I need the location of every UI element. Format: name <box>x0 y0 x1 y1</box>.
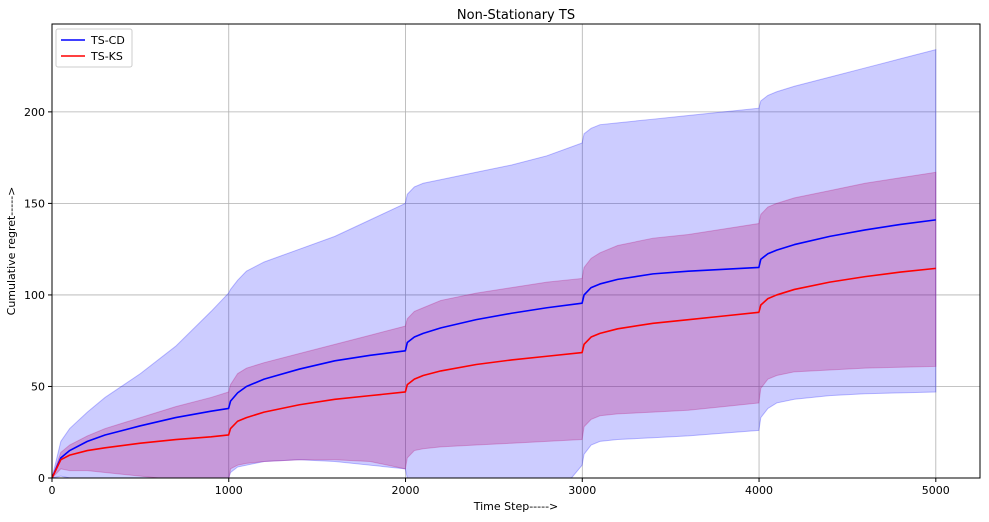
x-tick-label: 1000 <box>215 484 243 497</box>
ts-ks-confidence-band <box>52 171 937 478</box>
y-tick-label: 200 <box>24 106 45 119</box>
x-tick-label: 4000 <box>745 484 773 497</box>
legend-box <box>55 28 133 68</box>
y-tick-label: 100 <box>24 289 45 302</box>
x-axis-ticks: 0 1000 2000 3000 4000 5000 <box>49 478 950 497</box>
ts-cd-line <box>52 219 936 478</box>
series-lines <box>52 219 936 478</box>
y-axis-ticks: 0 50 100 150 200 <box>24 106 52 485</box>
y-tick-label: 150 <box>24 197 45 210</box>
y-tick-label: 50 <box>31 380 45 393</box>
y-tick-label: 0 <box>38 472 45 485</box>
x-tick-label: 2000 <box>392 484 420 497</box>
ts-cd-legend-label: TS-CD <box>90 34 125 47</box>
confidence-bands <box>52 48 937 478</box>
x-tick-label: 5000 <box>922 484 950 497</box>
y-axis-label: Cumulative regret-----> <box>5 187 18 316</box>
x-axis-label: Time Step-----> <box>473 500 559 513</box>
ts-ks-legend-label: TS-KS <box>90 50 123 63</box>
legend: TS-CD TS-KS <box>55 28 133 68</box>
x-tick-label: 3000 <box>568 484 596 497</box>
ts-ks-line <box>52 267 936 478</box>
ts-cd-confidence-band <box>52 48 937 478</box>
chart-title: Non-Stationary TS <box>457 8 575 23</box>
x-tick-label: 0 <box>49 484 56 497</box>
plot-frame <box>51 23 981 479</box>
